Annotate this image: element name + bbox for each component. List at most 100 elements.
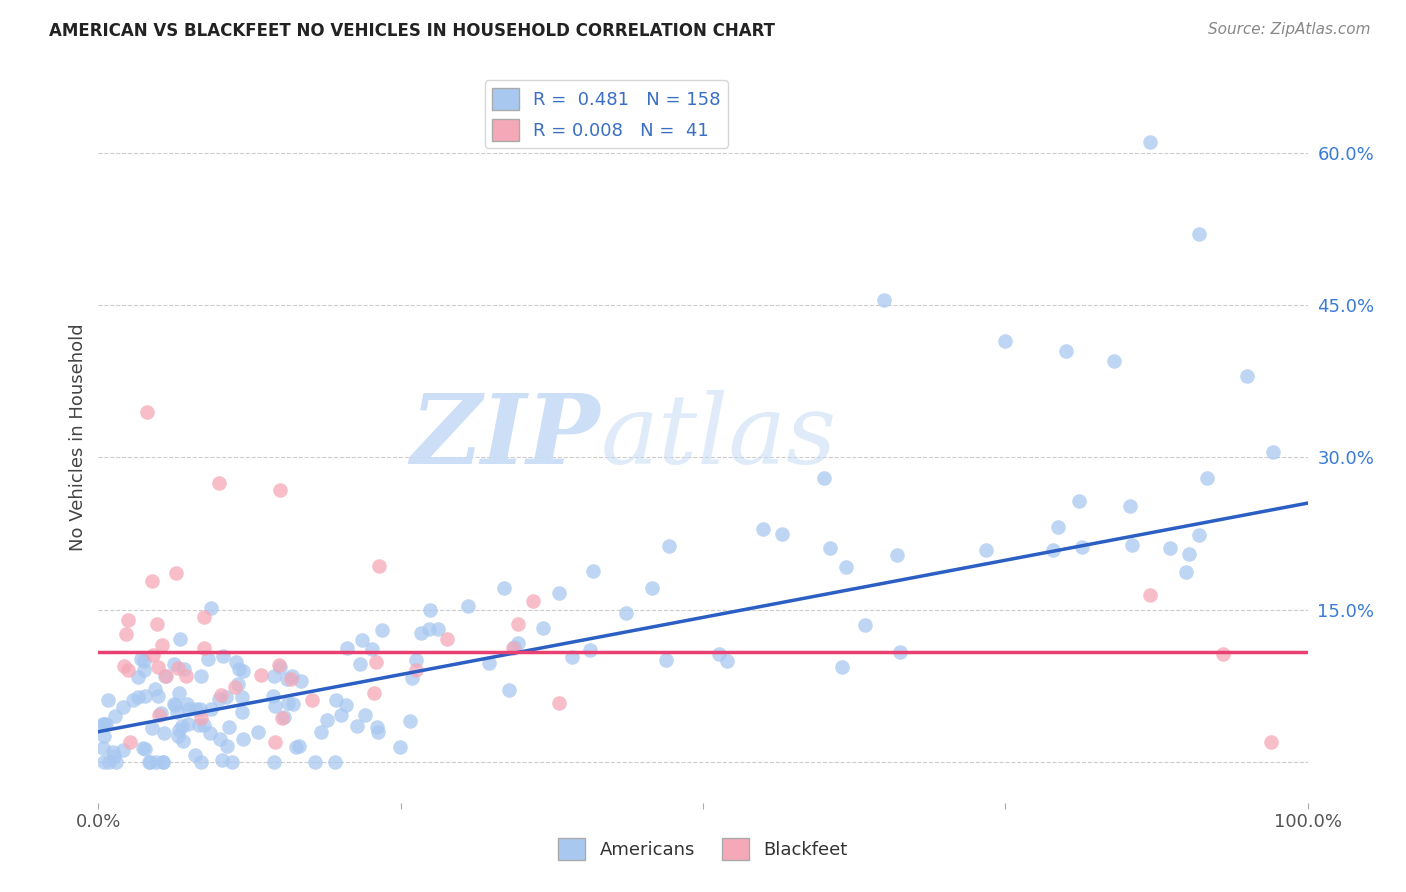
Point	[1188, 528, 1211, 542]
Point	[418, 622, 440, 636]
Point	[436, 632, 458, 647]
Point	[974, 543, 997, 558]
Point	[142, 648, 165, 663]
Point	[818, 541, 841, 555]
Point	[166, 661, 188, 675]
Point	[325, 693, 347, 707]
Point	[270, 711, 292, 725]
Point	[388, 739, 411, 754]
Point	[224, 680, 246, 694]
Point	[193, 640, 215, 655]
Point	[267, 658, 290, 673]
Point	[361, 641, 384, 656]
Point	[498, 683, 520, 698]
Point	[172, 734, 194, 748]
Point	[218, 720, 240, 734]
Point	[174, 669, 197, 683]
Point	[138, 755, 160, 769]
Point	[269, 483, 291, 497]
Point	[1236, 369, 1258, 384]
Point	[146, 689, 169, 703]
Point	[146, 660, 169, 674]
Point	[141, 574, 163, 589]
Point	[217, 739, 239, 753]
Point	[186, 702, 208, 716]
Point	[232, 664, 254, 678]
Point	[153, 668, 176, 682]
Point	[508, 636, 530, 650]
Point	[209, 688, 232, 702]
Point	[707, 647, 730, 661]
Point	[177, 702, 200, 716]
Point	[246, 725, 269, 739]
Point	[187, 718, 209, 732]
Point	[284, 739, 307, 754]
Point	[117, 613, 139, 627]
Point	[352, 633, 374, 648]
Point	[134, 663, 156, 677]
Point	[835, 560, 858, 574]
Point	[145, 755, 167, 769]
Point	[155, 669, 177, 683]
Point	[169, 723, 191, 737]
Point	[165, 566, 187, 581]
Point	[262, 689, 284, 703]
Point	[112, 699, 135, 714]
Point	[115, 626, 138, 640]
Point	[183, 748, 205, 763]
Point	[103, 748, 125, 763]
Point	[281, 669, 304, 683]
Point	[426, 622, 449, 636]
Point	[280, 672, 302, 686]
Point	[228, 676, 250, 690]
Point	[152, 755, 174, 769]
Point	[1197, 471, 1219, 485]
Point	[561, 650, 583, 665]
Point	[335, 698, 357, 713]
Point	[873, 293, 896, 307]
Point	[336, 640, 359, 655]
Point	[264, 735, 287, 749]
Point	[148, 707, 170, 722]
Point	[153, 726, 176, 740]
Point	[112, 743, 135, 757]
Point	[1121, 538, 1143, 552]
Point	[150, 706, 173, 720]
Point	[200, 601, 222, 615]
Point	[200, 702, 222, 716]
Point	[346, 719, 368, 733]
Text: atlas: atlas	[600, 390, 837, 484]
Point	[211, 648, 233, 663]
Point	[1159, 541, 1181, 555]
Point	[138, 755, 160, 769]
Point	[127, 669, 149, 683]
Point	[97, 693, 120, 707]
Point	[167, 686, 190, 700]
Point	[93, 755, 115, 769]
Point	[193, 718, 215, 732]
Point	[1139, 588, 1161, 602]
Point	[225, 655, 247, 669]
Point	[522, 594, 544, 608]
Point	[301, 692, 323, 706]
Point	[273, 710, 295, 724]
Point	[1054, 343, 1077, 358]
Point	[163, 657, 186, 671]
Point	[208, 691, 231, 706]
Point	[401, 671, 423, 685]
Point	[249, 667, 271, 681]
Point	[853, 618, 876, 632]
Point	[399, 714, 422, 728]
Point	[134, 654, 156, 668]
Point	[658, 540, 681, 554]
Y-axis label: No Vehicles in Household: No Vehicles in Household	[69, 323, 87, 551]
Point	[101, 744, 124, 758]
Point	[215, 690, 238, 705]
Point	[531, 621, 554, 635]
Point	[655, 653, 678, 667]
Point	[167, 730, 190, 744]
Point	[889, 645, 911, 659]
Point	[173, 662, 195, 676]
Point	[329, 707, 352, 722]
Point	[152, 755, 174, 769]
